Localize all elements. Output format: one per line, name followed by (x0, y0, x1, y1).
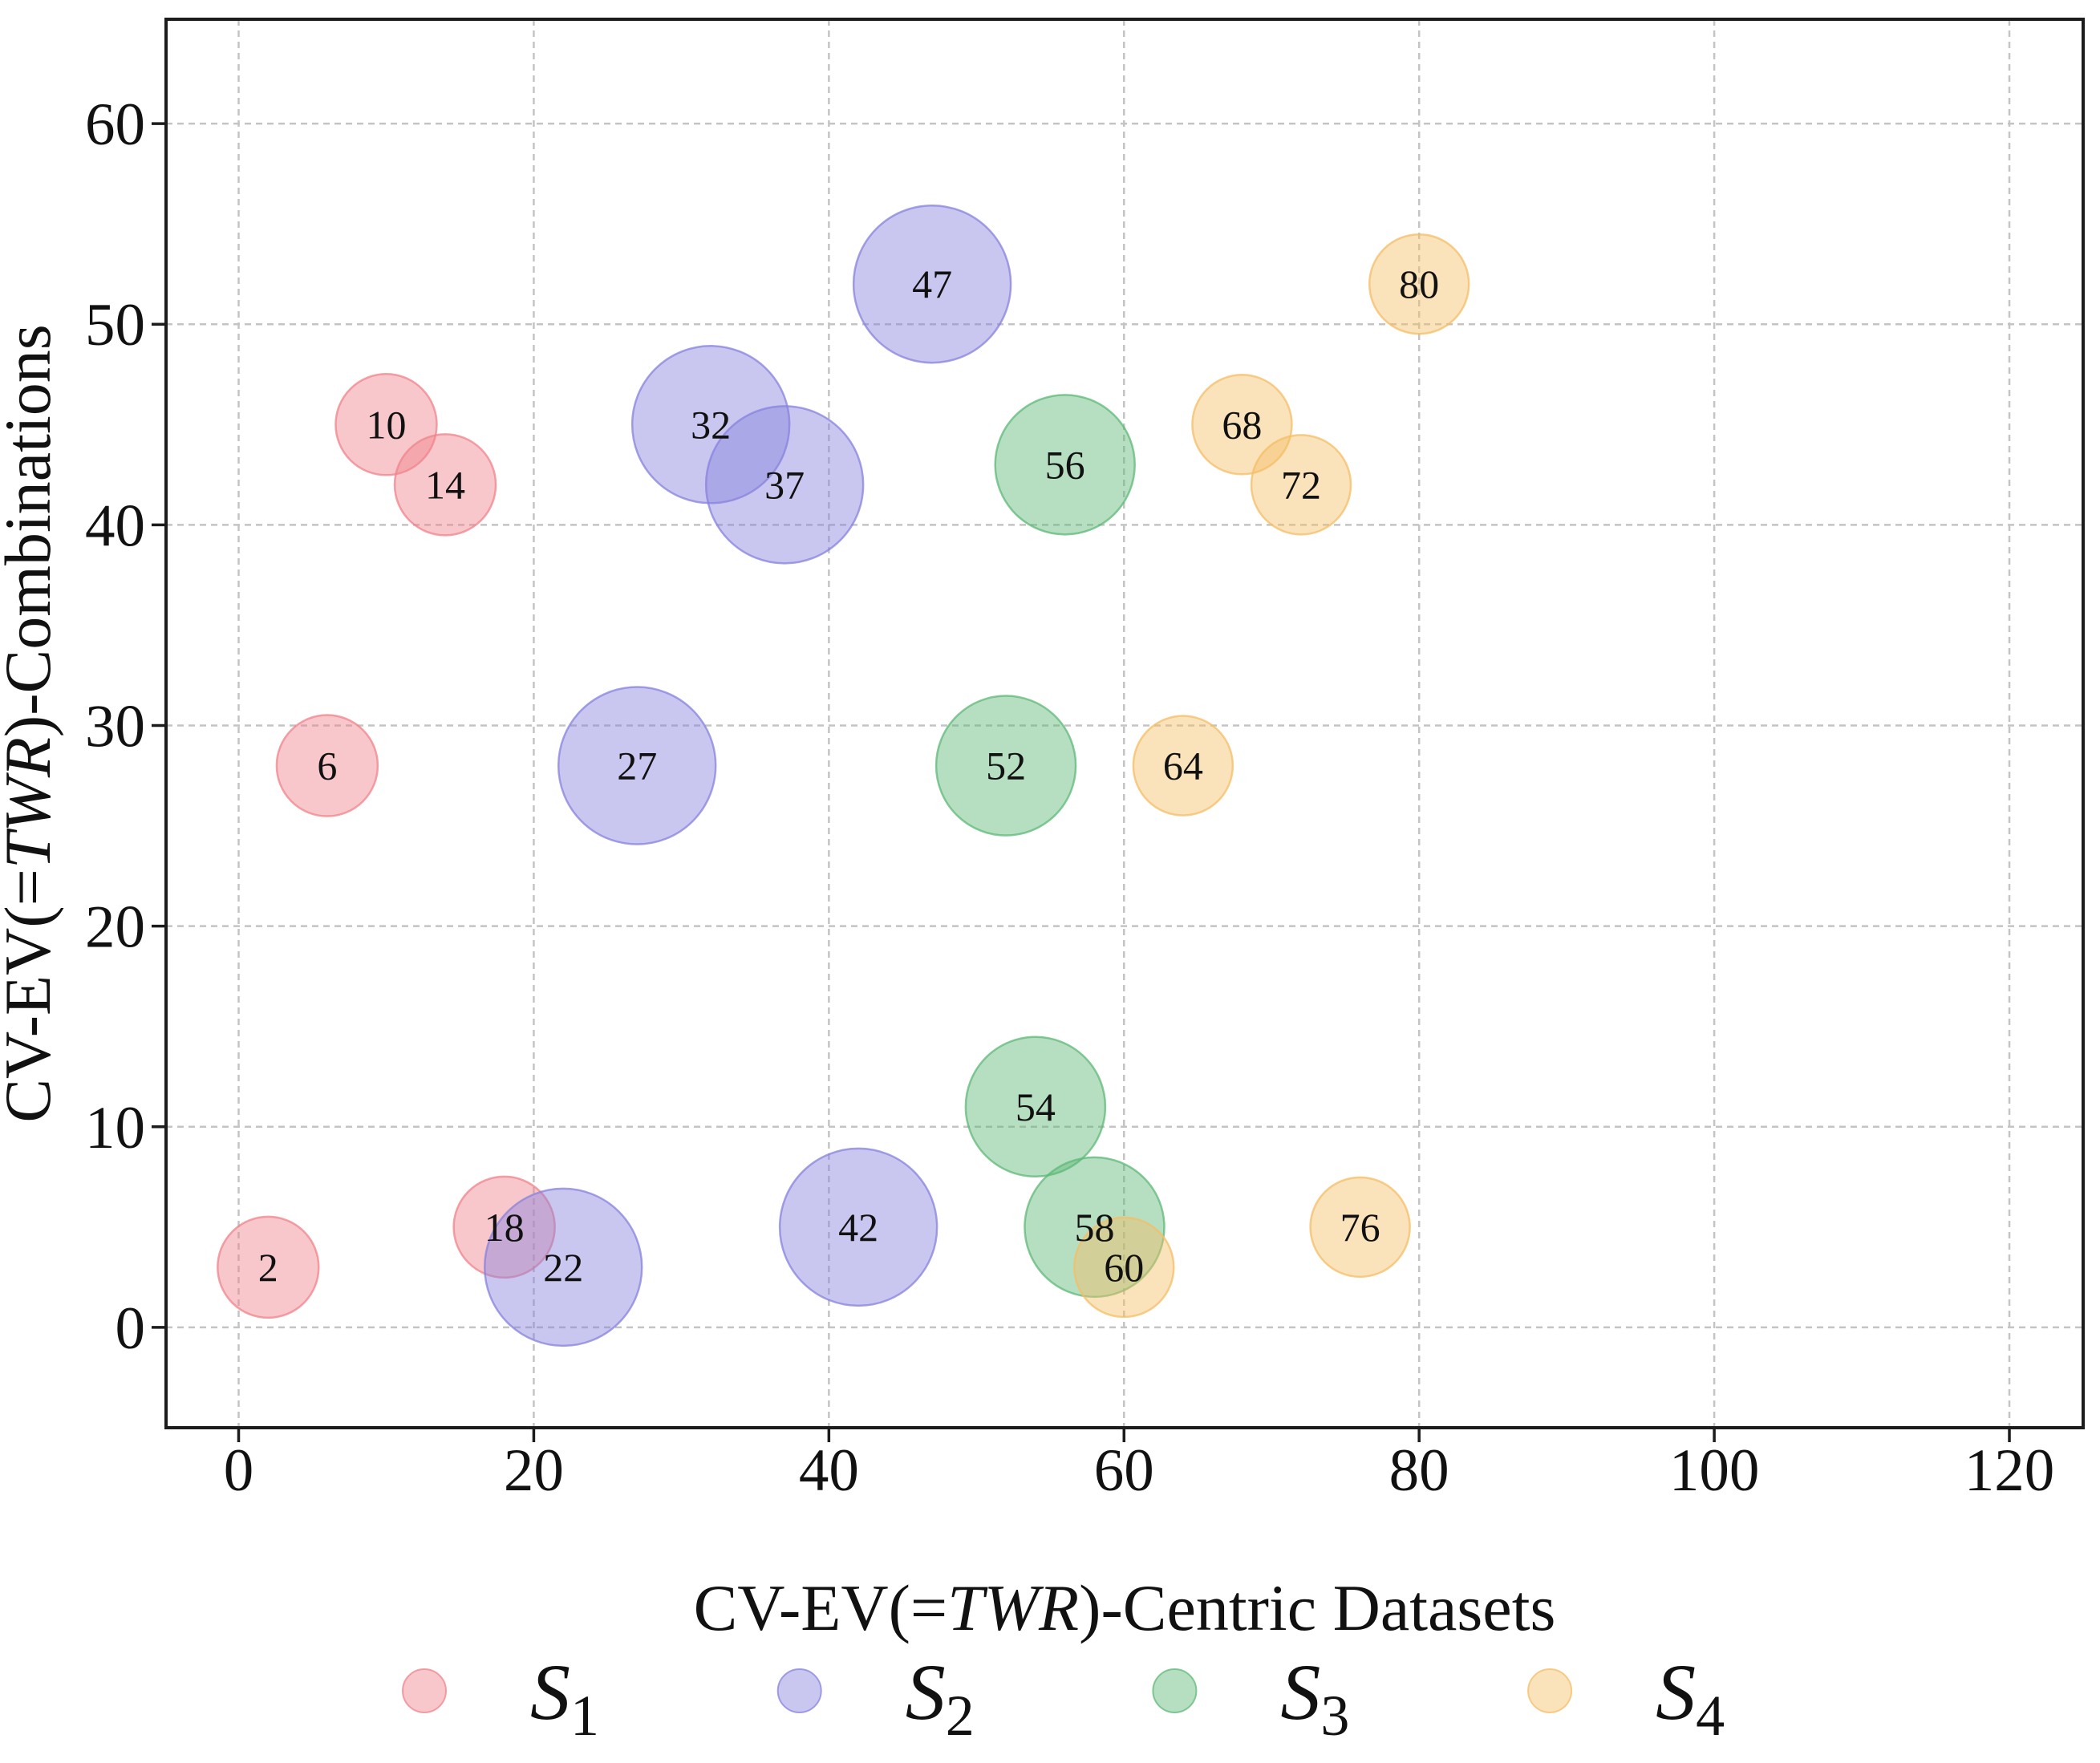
bubble-s2 (557, 686, 717, 845)
bubble-label: 76 (1340, 1205, 1380, 1250)
bubble-label: 10 (366, 402, 406, 447)
y-tick-label: 30 (85, 694, 145, 760)
bubble-s1 (334, 373, 438, 476)
bubble-label: 54 (1016, 1084, 1056, 1129)
y-axis-title-italic: TWR (0, 737, 64, 869)
legend-swatch-s4 (1527, 1668, 1573, 1713)
legend-label-s1: S1 (530, 1647, 599, 1748)
bubble-label: 58 (1074, 1205, 1114, 1250)
bubble-label: 37 (764, 462, 805, 507)
bubble-s2 (852, 204, 1012, 364)
y-tick-label: 0 (116, 1295, 146, 1362)
bubble-label: 22 (543, 1245, 583, 1290)
bubble-s3 (964, 1036, 1107, 1178)
bubble-s1 (393, 433, 497, 537)
y-tick-label: 10 (85, 1095, 145, 1161)
legend: S1 S2 S3 S4 (402, 1647, 1725, 1748)
legend-label-sub: 2 (946, 1684, 975, 1748)
legend-label-sub: 4 (1696, 1684, 1725, 1748)
legend-swatch-s3 (1152, 1668, 1198, 1713)
bubble-s2 (483, 1187, 643, 1348)
x-axis-title: CV-EV(=TWR)-Centric Datasets (694, 1571, 1556, 1644)
bubble-label: 52 (986, 744, 1026, 788)
legend-label-main: S (1280, 1647, 1320, 1737)
bubble-label: 18 (484, 1205, 525, 1250)
x-tick-label: 120 (1964, 1437, 2055, 1504)
bubble-s3 (934, 695, 1077, 837)
y-axis-title-pre: CV-EV(= (0, 869, 64, 1123)
x-axis-title-italic: TWR (947, 1571, 1079, 1644)
legend-label-sub: 3 (1320, 1684, 1349, 1748)
y-axis-title-post: )-Combinations (0, 324, 64, 737)
legend-label-main: S (530, 1647, 570, 1737)
y-tick-label: 40 (85, 492, 145, 559)
bubble-label: 14 (425, 462, 465, 507)
bubble-s4 (1309, 1176, 1411, 1279)
legend-label-main: S (906, 1647, 946, 1737)
bubble-s2 (704, 405, 865, 565)
x-tick-label: 80 (1389, 1437, 1449, 1504)
bubble-layer (217, 204, 1470, 1348)
bubble-label: 2 (258, 1245, 278, 1290)
x-tick-label: 60 (1094, 1437, 1154, 1504)
bubble-s4 (1073, 1216, 1175, 1319)
y-tick-label: 20 (85, 894, 145, 961)
legend-label-main: S (1656, 1647, 1696, 1737)
x-axis-title-pre: CV-EV(= (694, 1571, 948, 1644)
bubble-label: 47 (912, 261, 952, 306)
legend-swatch-s2 (776, 1668, 822, 1713)
bubble-label: 80 (1399, 261, 1439, 306)
y-tick-label: 60 (85, 91, 145, 158)
bubble-label: 56 (1045, 442, 1085, 487)
bubble-label: 60 (1104, 1245, 1144, 1290)
bubble-label: 42 (838, 1205, 878, 1250)
bubble-s1 (217, 1215, 320, 1319)
bubble-label: 68 (1222, 402, 1262, 447)
bubble-label: 27 (617, 744, 657, 788)
legend-swatch-s1 (402, 1668, 447, 1713)
bubble-s1 (452, 1175, 556, 1279)
bubble-s4 (1250, 434, 1352, 536)
x-tick-label: 0 (224, 1437, 254, 1504)
bubble-s3 (994, 394, 1136, 536)
bubble-label: 72 (1281, 462, 1321, 507)
x-tick-label: 20 (504, 1437, 564, 1504)
x-tick-label: 100 (1669, 1437, 1760, 1504)
bubble-s4 (1132, 715, 1234, 817)
tick-layer: 0 20 40 60 80 100 120 0 10 20 30 40 50 60 (85, 91, 2054, 1504)
y-tick-label: 50 (85, 292, 145, 359)
x-tick-label: 40 (799, 1437, 859, 1504)
legend-label-sub: 1 (570, 1684, 599, 1748)
grid-layer (166, 19, 2083, 1428)
legend-label-s4: S4 (1656, 1647, 1725, 1748)
legend-label-s3: S3 (1280, 1647, 1349, 1748)
legend-label-s2: S2 (906, 1647, 975, 1748)
bubble-label: 6 (317, 744, 337, 788)
bubble-s4 (1368, 233, 1470, 335)
y-axis-title: CV-EV(=TWR)-Combinations (0, 324, 64, 1122)
bubble-label: 32 (691, 402, 731, 447)
bubble-s2 (778, 1147, 939, 1307)
x-axis-title-post: )-Centric Datasets (1079, 1571, 1555, 1644)
bubble-s2 (630, 345, 791, 505)
bubble-s1 (275, 714, 379, 817)
bubble-label: 64 (1163, 744, 1203, 788)
